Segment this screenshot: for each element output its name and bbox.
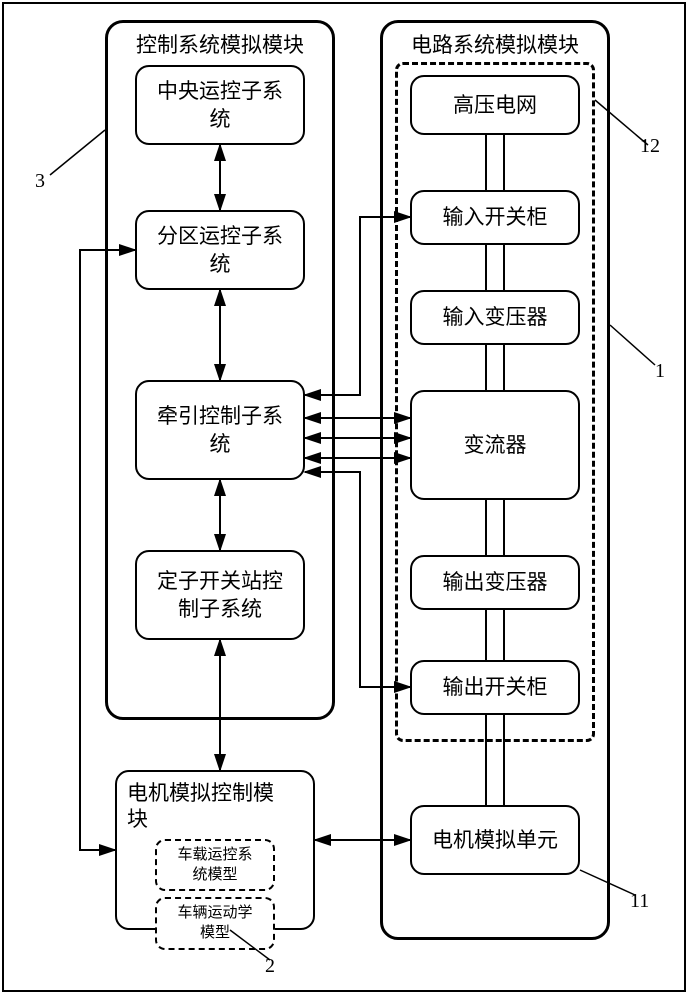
node-grid: 高压电网 (410, 75, 580, 135)
callout-11: 11 (630, 890, 649, 913)
node-converter: 变流器 (410, 390, 580, 500)
node-in-trans: 输入变压器 (410, 290, 580, 345)
node-traction: 牵引控制子系 统 (135, 380, 305, 480)
node-out-switch: 输出开关柜 (410, 660, 580, 715)
circuit-panel-title: 电路系统模拟模块 (383, 29, 607, 59)
node-motor-unit: 电机模拟单元 (410, 805, 580, 875)
motor-ctrl-title: 电机模拟控制模 块 (127, 780, 303, 833)
callout-12: 12 (640, 135, 660, 158)
callout-3: 3 (35, 170, 45, 193)
node-out-trans: 输出变压器 (410, 555, 580, 610)
node-in-switch: 输入开关柜 (410, 190, 580, 245)
subnode-kinematics-model: 车辆运动学 模型 (155, 897, 275, 950)
callout-1: 1 (655, 360, 665, 383)
node-zone: 分区运控子系 统 (135, 210, 305, 290)
control-panel-title: 控制系统模拟模块 (108, 29, 332, 59)
node-central: 中央运控子系 统 (135, 65, 305, 145)
node-stator: 定子开关站控 制子系统 (135, 550, 305, 640)
callout-2: 2 (265, 955, 275, 978)
subnode-onboard-model: 车载运控系 统模型 (155, 839, 275, 892)
node-motor-ctrl: 电机模拟控制模 块 车载运控系 统模型 车辆运动学 模型 (115, 770, 315, 930)
